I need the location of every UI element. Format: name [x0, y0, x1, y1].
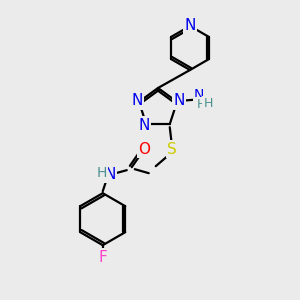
Text: O: O [138, 142, 150, 157]
Text: F: F [98, 250, 107, 265]
Text: N: N [184, 19, 196, 34]
Text: N: N [139, 118, 150, 133]
Text: S: S [167, 142, 177, 157]
Text: N: N [194, 88, 204, 102]
Text: N: N [131, 93, 143, 108]
Text: H: H [203, 97, 213, 110]
Text: N: N [173, 93, 185, 108]
Text: N: N [104, 167, 116, 182]
Text: H: H [196, 98, 206, 111]
Text: H: H [97, 166, 107, 180]
